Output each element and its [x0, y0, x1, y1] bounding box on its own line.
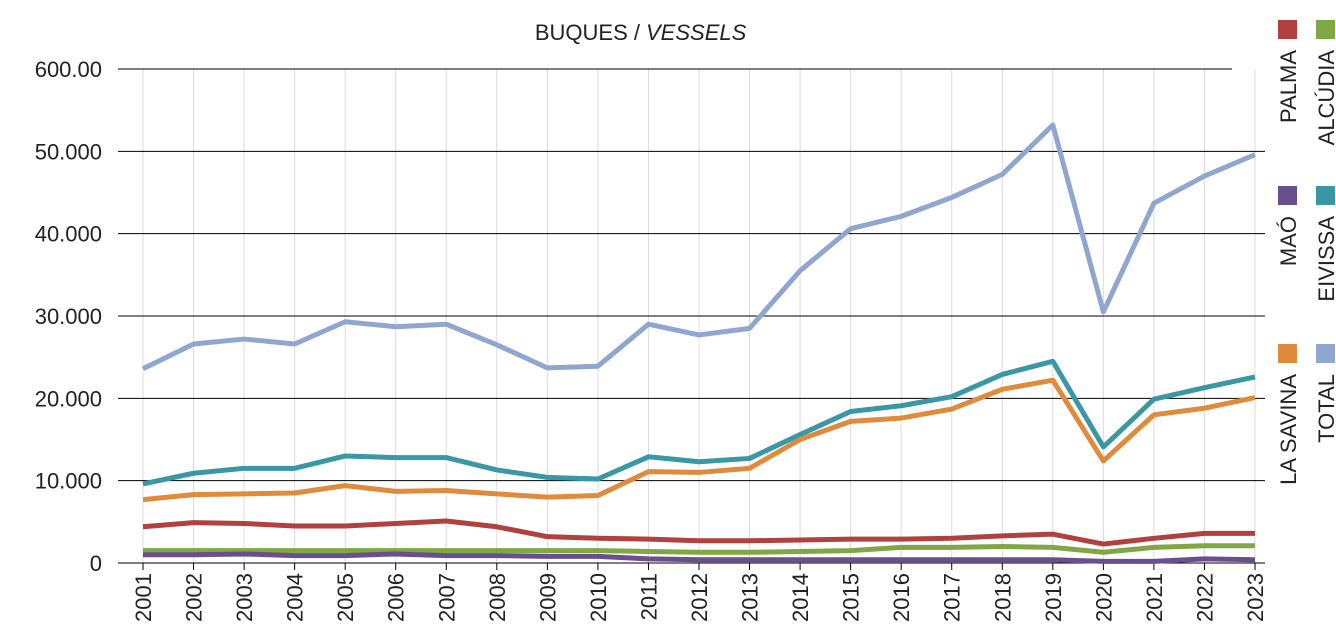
x-tick-label: 2023	[1243, 573, 1268, 622]
x-tick-label: 2011	[636, 573, 661, 620]
line-series	[142, 377, 1256, 503]
x-tick-label: 2017	[940, 573, 965, 622]
legend-swatch	[1316, 20, 1335, 39]
x-tick-label: 2001	[131, 573, 156, 622]
x-tick-label: 2005	[333, 573, 358, 622]
x-tick-label: 2021	[1142, 573, 1167, 622]
line-series	[143, 551, 1256, 564]
x-tick-label: 2002	[182, 573, 207, 622]
x-tick-label: 2020	[1091, 573, 1116, 622]
line-series	[142, 518, 1255, 547]
x-tick-label: 2015	[839, 573, 864, 622]
x-tick-label: 2003	[232, 573, 257, 622]
x-tick-label: 2016	[889, 573, 914, 622]
line-series	[141, 122, 1256, 371]
y-tick-label: 20.000	[35, 386, 102, 411]
x-tick-label: 2022	[1192, 573, 1217, 622]
x-tick-label: 2006	[384, 573, 409, 622]
legend-label: TOTAL	[1314, 374, 1336, 443]
legend-swatch	[1316, 186, 1335, 205]
legend-label: LA SAVINA	[1276, 374, 1301, 485]
x-tick-label: 2012	[687, 573, 712, 622]
chart-title: BUQUES /	[535, 20, 641, 45]
y-tick-label: 10.000	[35, 469, 102, 494]
legend-label: MAÓ	[1276, 216, 1301, 266]
x-tick-label: 2018	[990, 573, 1015, 622]
x-tick-label: 2013	[738, 573, 763, 622]
legend-swatch	[1278, 186, 1297, 205]
line-series	[143, 543, 1255, 555]
y-tick-label: 40.000	[35, 222, 102, 247]
legend-label: ALCÚDIA	[1314, 50, 1336, 146]
y-tick-label: 600.00	[35, 57, 102, 82]
y-tick-label: 0	[90, 551, 102, 576]
line-series	[142, 358, 1256, 487]
x-tick-label: 2004	[283, 573, 308, 622]
legend-label: EIVISSA	[1314, 216, 1336, 302]
x-tick-label: 2019	[1041, 573, 1066, 622]
x-tick-label: 2007	[434, 573, 459, 622]
y-tick-label: 50.000	[35, 139, 102, 164]
chart-title-italic: VESSELS	[646, 20, 747, 45]
x-tick-label: 2010	[586, 573, 611, 622]
legend-label: PALMA	[1276, 50, 1301, 123]
x-tick-label: 2014	[788, 573, 813, 622]
x-tick-label: 2009	[535, 573, 560, 622]
legend-swatch	[1316, 344, 1335, 363]
legend-swatch	[1278, 20, 1297, 39]
x-tick-label: 2008	[485, 573, 510, 622]
legend-swatch	[1278, 344, 1297, 363]
y-tick-label: 30.000	[35, 304, 102, 329]
